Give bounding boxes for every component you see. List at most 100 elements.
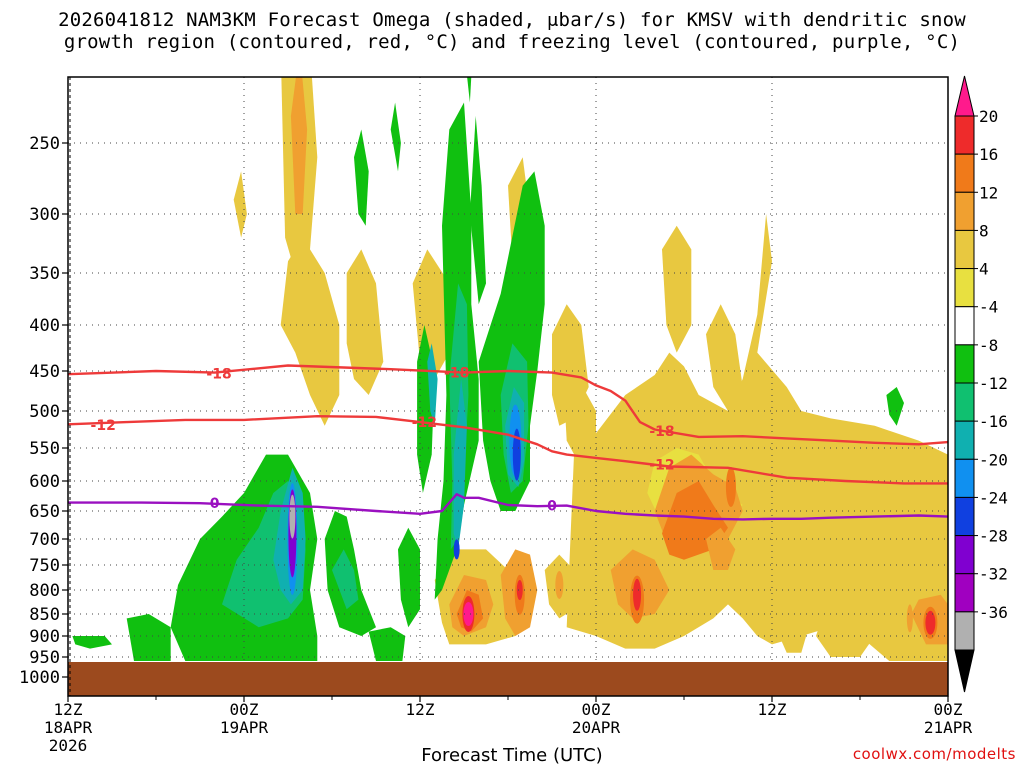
colorbar-swatch — [954, 496, 975, 537]
colorbar-swatch — [954, 573, 975, 613]
omega-positive-region — [346, 249, 384, 395]
colorbar-label: 20 — [979, 107, 998, 126]
dgz-12-label: -12 — [649, 458, 674, 474]
omega-negative-region — [390, 102, 401, 172]
colorbar-swatch — [954, 420, 975, 460]
colorbar-label: -28 — [979, 527, 1008, 546]
colorbar-swatch — [954, 153, 975, 193]
dgz-12-label: -12 — [91, 418, 116, 434]
x-tick-label: 00Z — [934, 700, 963, 719]
y-tick-label: 300 — [29, 205, 60, 225]
omega-negative-region — [126, 614, 171, 661]
y-tick-label: 350 — [29, 264, 60, 284]
omega-positive-region — [706, 527, 736, 570]
colorbar-swatch — [954, 306, 975, 346]
y-tick-label: 250 — [29, 134, 60, 154]
x-tick-label: 18APR — [44, 718, 93, 737]
omega-negative-region — [72, 636, 112, 649]
omega-cell — [925, 610, 936, 635]
colorbar-label: -12 — [979, 374, 1008, 393]
x-tick-label: 12Z — [406, 700, 435, 719]
ground-band — [68, 662, 948, 696]
x-axis-title: Forecast Time (UTC) — [421, 745, 603, 766]
omega-negative-region — [332, 549, 359, 610]
omega-cell — [555, 571, 564, 599]
colorbar-top-arrow — [954, 75, 975, 117]
x-tick-label: 21APR — [924, 718, 973, 737]
x-tick-label: 00Z — [230, 700, 259, 719]
y-tick-label: 900 — [29, 627, 60, 647]
omega-cell — [512, 428, 521, 481]
freezing-0-label: 0 — [210, 496, 220, 512]
y-tick-label: 1000 — [19, 668, 60, 688]
y-tick-label: 800 — [29, 581, 60, 601]
omega-negative-region — [354, 129, 369, 226]
colorbar-swatch — [954, 191, 975, 231]
contours: -18 -18 -18 -12 -12 -12 0 0 — [68, 364, 948, 521]
colorbar-swatch — [954, 611, 975, 651]
omega-negative-region — [222, 631, 244, 661]
x-tick-label: 19APR — [220, 718, 269, 737]
omega-negative-region — [469, 116, 486, 305]
dgz-12-label: -12 — [412, 415, 437, 431]
x-tick-label: 12Z — [54, 700, 83, 719]
omega-positive-region — [290, 77, 308, 214]
colorbar-label: -4 — [979, 298, 998, 317]
omega-cell — [453, 539, 460, 560]
omega-negative-region — [398, 527, 420, 628]
omega-negative-region — [453, 379, 467, 550]
omega-positive-region — [816, 604, 875, 657]
colorbar-label: -32 — [979, 565, 1008, 584]
y-tick-label: 650 — [29, 502, 60, 522]
colorbar-label: -36 — [979, 603, 1008, 622]
dgz-18-label: -18 — [444, 366, 469, 382]
colorbar-label: -20 — [979, 450, 1008, 469]
colorbar-swatch — [954, 115, 975, 155]
omega-negative-region — [427, 343, 438, 426]
y-tick-label: 750 — [29, 556, 60, 576]
y-tick-label: 600 — [29, 472, 60, 492]
chart-title-line1: 2026041812 NAM3KM Forecast Omega (shaded… — [58, 9, 966, 31]
omega-negative-region — [886, 387, 904, 426]
x-tick-label: 20APR — [572, 718, 621, 737]
freezing-0-contour — [68, 493, 948, 521]
omega-positive-region — [280, 237, 340, 426]
colorbar-label: 12 — [979, 183, 998, 202]
omega-cell — [516, 580, 523, 600]
omega-positive-region — [706, 304, 743, 411]
freezing-0-label: 0 — [547, 499, 557, 515]
x-tick-label: 2026 — [49, 736, 88, 755]
colorbar-label: 16 — [979, 145, 998, 164]
colorbar-label: -16 — [979, 412, 1008, 431]
colorbar-label: 8 — [979, 221, 989, 240]
colorbar: 20 16 12 8 4 -4 -8 -12 -16 -20 -24 -28 -32 -36 — [954, 75, 1008, 693]
y-tick-label: 850 — [29, 605, 60, 625]
colorbar-label: 4 — [979, 260, 989, 279]
colorbar-swatch — [954, 268, 975, 308]
y-tick-label: 400 — [29, 316, 60, 336]
dgz-18-contour — [68, 364, 948, 446]
y-tick-label: 450 — [29, 362, 60, 382]
y-tick-label: 550 — [29, 439, 60, 459]
x-tick-label: 12Z — [758, 700, 787, 719]
dgz-18-label: -18 — [649, 424, 674, 440]
colorbar-swatch — [954, 382, 975, 422]
colorbar-label: -24 — [979, 488, 1008, 507]
colorbar-swatch — [954, 344, 975, 384]
omega-positive-region — [662, 225, 692, 353]
omega-positive-region — [563, 379, 596, 468]
omega-cell — [289, 494, 296, 539]
dgz-12-contour — [68, 415, 948, 485]
omega-negative-region — [368, 627, 406, 661]
dgz-18-label: -18 — [206, 366, 231, 382]
colorbar-bottom-arrow — [954, 649, 975, 693]
colorbar-swatch — [954, 229, 975, 270]
chart-title-line2: growth region (contoured, red, °C) and f… — [63, 31, 961, 53]
omega-negative-region — [467, 77, 472, 103]
omega-cell — [906, 604, 913, 633]
colorbar-label: -8 — [979, 336, 998, 355]
x-tick-label: 00Z — [582, 700, 611, 719]
credit-link[interactable]: coolwx.com/modelts — [852, 745, 1016, 763]
omega-positive-region — [779, 599, 809, 653]
